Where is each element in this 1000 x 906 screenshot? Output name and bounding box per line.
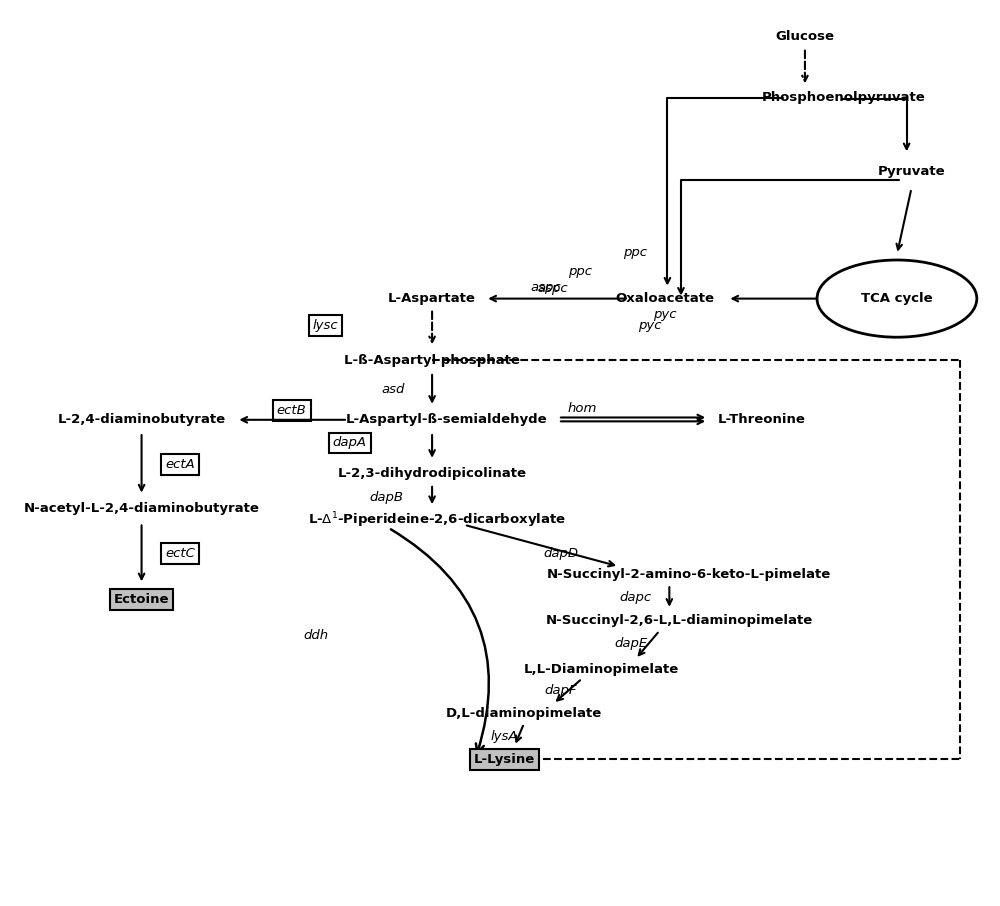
- Text: ppc: ppc: [568, 265, 592, 278]
- Text: N-Succinyl-2-amino-6-keto-L-pimelate: N-Succinyl-2-amino-6-keto-L-pimelate: [547, 568, 831, 581]
- Text: ppc: ppc: [623, 246, 647, 259]
- Text: asd: asd: [382, 383, 405, 396]
- Text: dapE: dapE: [614, 637, 647, 651]
- Text: lysc: lysc: [313, 319, 338, 333]
- Text: ectB: ectB: [277, 404, 307, 417]
- Text: L-Aspartyl-ß-semialdehyde: L-Aspartyl-ß-semialdehyde: [346, 413, 547, 427]
- FancyArrowPatch shape: [391, 529, 489, 753]
- Text: dapA: dapA: [333, 437, 367, 449]
- Text: L,L-Diaminopimelate: L,L-Diaminopimelate: [524, 662, 679, 676]
- Text: dapc: dapc: [619, 591, 652, 604]
- Text: Pyruvate: Pyruvate: [878, 165, 945, 178]
- Text: dapB: dapB: [370, 490, 404, 504]
- Text: N-Succinyl-2,6-L,L-diaminopimelate: N-Succinyl-2,6-L,L-diaminopimelate: [545, 614, 813, 627]
- Text: L-$\Delta^1$-Piperideine-2,6-dicarboxylate: L-$\Delta^1$-Piperideine-2,6-dicarboxyla…: [308, 510, 566, 530]
- Text: dapD: dapD: [543, 547, 578, 560]
- Text: lysA: lysA: [491, 730, 518, 743]
- Text: ectC: ectC: [165, 547, 195, 560]
- Text: Glucose: Glucose: [775, 30, 834, 43]
- Text: Phosphoenolpyruvate: Phosphoenolpyruvate: [762, 92, 926, 104]
- Text: aspc: aspc: [538, 282, 568, 295]
- Text: L-Aspartate: L-Aspartate: [388, 292, 476, 305]
- Text: L-2,3-dihydrodipicolinate: L-2,3-dihydrodipicolinate: [338, 467, 527, 480]
- Text: ddh: ddh: [303, 630, 328, 642]
- Text: aspc: aspc: [530, 281, 561, 294]
- Text: Ectoine: Ectoine: [114, 593, 169, 606]
- Text: L-Threonine: L-Threonine: [717, 413, 805, 427]
- Text: pyc: pyc: [653, 307, 676, 321]
- Text: L-ß-Aspartyl phosphate: L-ß-Aspartyl phosphate: [344, 354, 520, 367]
- Text: L-2,4-diaminobutyrate: L-2,4-diaminobutyrate: [58, 413, 226, 427]
- Text: Oxaloacetate: Oxaloacetate: [615, 292, 714, 305]
- Text: hom: hom: [568, 401, 597, 415]
- Text: L-Lysine: L-Lysine: [474, 753, 535, 766]
- Text: ectA: ectA: [165, 458, 195, 471]
- Text: pyc: pyc: [638, 319, 662, 333]
- Text: TCA cycle: TCA cycle: [861, 292, 933, 305]
- Text: N-acetyl-L-2,4-diaminobutyrate: N-acetyl-L-2,4-diaminobutyrate: [24, 502, 260, 516]
- Text: dapF: dapF: [545, 684, 577, 698]
- Text: D,L-diaminopimelate: D,L-diaminopimelate: [446, 707, 602, 719]
